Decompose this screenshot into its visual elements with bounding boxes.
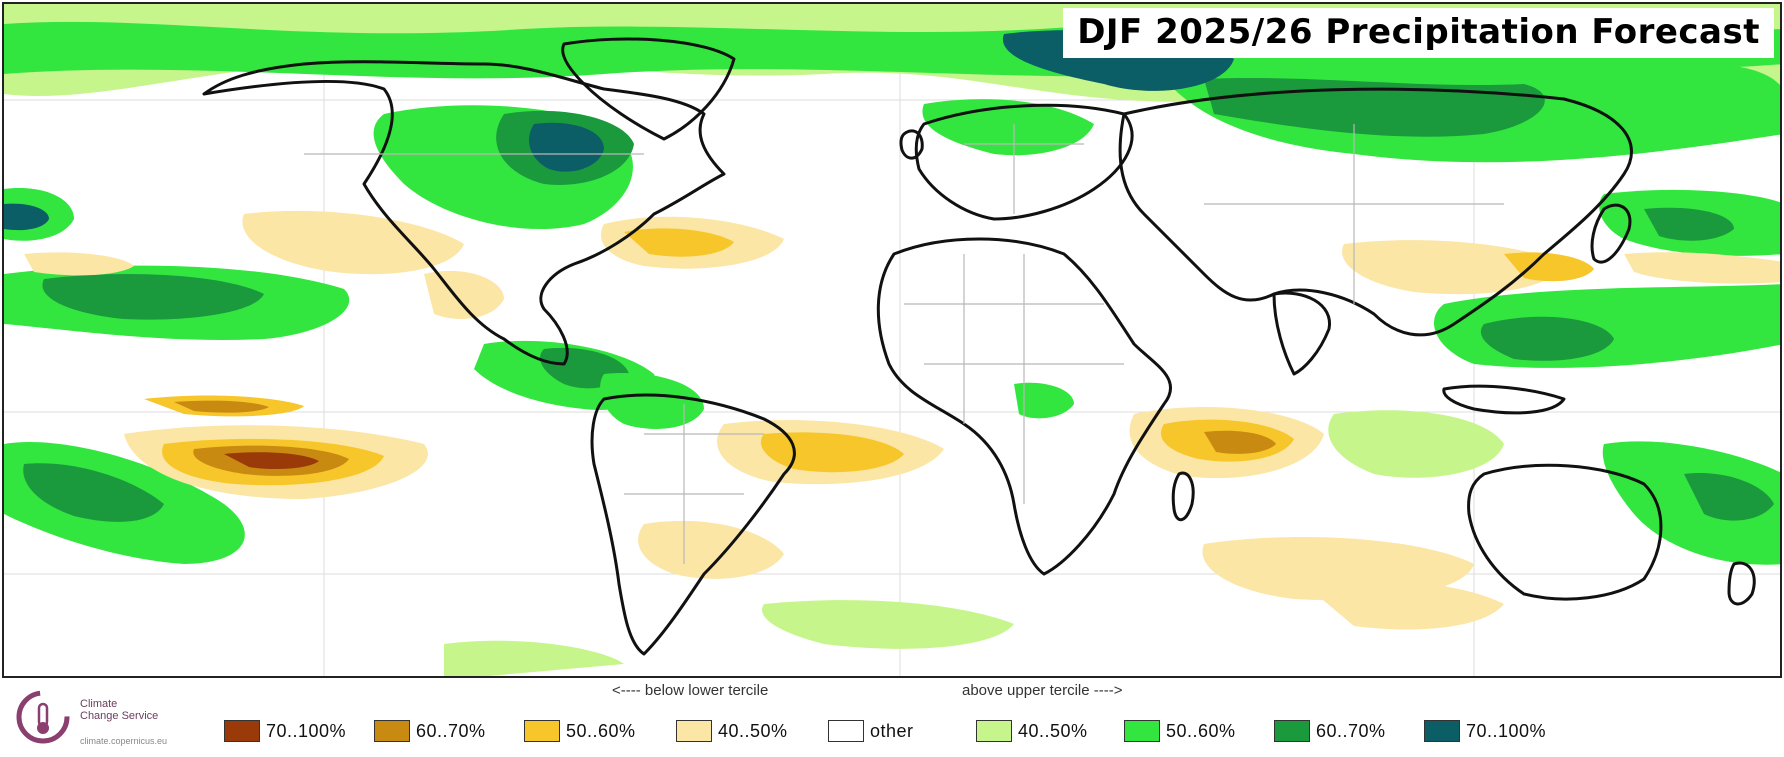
- legend-swatch: [1274, 720, 1310, 742]
- wet-south-pacific-dark: [23, 463, 164, 522]
- new-zealand-outline: [1727, 561, 1756, 606]
- legend-swatch: [1124, 720, 1160, 742]
- wet-southern-ocean-2: [444, 640, 624, 676]
- dry-gulf: [424, 270, 504, 319]
- wet-hudson-core: [529, 122, 604, 172]
- dry-indian-ocean-dark: [1204, 430, 1276, 454]
- above-tercile-label: above upper tercile ---->: [962, 682, 1123, 699]
- legend-label: 50..60%: [1166, 720, 1236, 741]
- wet-japan-sea-dark: [1644, 207, 1734, 241]
- legend-swatch: [524, 720, 560, 742]
- legend-swatch: [828, 720, 864, 742]
- legend-item: 50..60%: [1124, 718, 1236, 744]
- dry-north-pacific: [242, 210, 464, 275]
- dry-brazil-atlantic-mid: [760, 432, 904, 473]
- wet-central-africa: [1014, 382, 1074, 419]
- legend-label: 60..70%: [1316, 720, 1386, 741]
- precipitation-map-svg: [4, 4, 1780, 676]
- world-map: DJF 2025/26 Precipitation Forecast: [2, 2, 1782, 678]
- legend-item: 60..70%: [1274, 718, 1386, 744]
- dry-east-china-mid: [1504, 252, 1594, 282]
- below-tercile-areas: [24, 210, 1780, 630]
- europe-outline: [914, 103, 1134, 221]
- legend-footer: Climate Change Service climate.copernicu…: [0, 678, 1784, 757]
- dry-south-atlantic: [638, 520, 784, 579]
- wet-indian-ocean: [1328, 410, 1504, 478]
- logo-url: climate.copernicus.eu: [80, 736, 168, 746]
- madagascar-outline: [1171, 471, 1195, 522]
- below-tercile-label: <---- below lower tercile: [612, 682, 769, 699]
- dry-north-pacific-east: [1624, 252, 1780, 284]
- australia-outline: [1467, 463, 1663, 601]
- legend-item: 40..50%: [676, 718, 788, 744]
- map-title: DJF 2025/26 Precipitation Forecast: [1063, 8, 1774, 58]
- legend-swatch: [676, 720, 712, 742]
- legend-item: 50..60%: [524, 718, 636, 744]
- legend-item: other: [828, 718, 914, 744]
- greenland-outline: [561, 37, 736, 141]
- logo-name: Climate Change Service: [80, 698, 159, 722]
- legend-swatch: [374, 720, 410, 742]
- legend-swatch: [976, 720, 1012, 742]
- legend-item: 60..70%: [374, 718, 486, 744]
- dry-equatorial-pacific-dark: [174, 400, 269, 413]
- legend-item: 40..50%: [976, 718, 1088, 744]
- legend-swatch: [224, 720, 260, 742]
- wet-philippines-dark: [1480, 316, 1614, 361]
- legend-label: 40..50%: [718, 720, 788, 741]
- legend-label: 70..100%: [266, 720, 347, 741]
- wet-north-pacific-dark: [42, 274, 264, 320]
- japan-outline: [1590, 203, 1632, 264]
- south-america-outline: [590, 393, 796, 656]
- dry-pacific-north-central: [24, 252, 134, 276]
- indonesia-outline: [1442, 384, 1566, 415]
- wet-southern-ocean: [762, 600, 1014, 649]
- dry-australia-south: [1304, 580, 1504, 630]
- north-america-outline: [202, 60, 726, 366]
- legend-swatch: [1424, 720, 1460, 742]
- coastlines: [202, 37, 1756, 656]
- uk-outline: [899, 129, 924, 160]
- copernicus-logo: Climate Change Service climate.copernicu…: [14, 682, 204, 752]
- wet-coral-sea: [1602, 441, 1780, 565]
- legend-item: 70..100%: [1424, 718, 1546, 744]
- legend-label: 60..70%: [416, 720, 486, 741]
- wet-coral-sea-dark: [1684, 473, 1774, 521]
- country-borders: [304, 124, 1504, 564]
- wet-aleutian-dark: [4, 203, 49, 231]
- above-tercile-areas: [4, 4, 1780, 676]
- legend-label: 70..100%: [1466, 720, 1547, 741]
- africa-outline: [876, 237, 1172, 576]
- legend-item: 70..100%: [224, 718, 346, 744]
- legend-label: 40..50%: [1018, 720, 1088, 741]
- legend-label: other: [870, 720, 914, 741]
- thermometer-logo-icon: [16, 690, 70, 744]
- legend-label: 50..60%: [566, 720, 636, 741]
- asia-outline: [1118, 87, 1633, 337]
- wet-amazon: [600, 373, 704, 429]
- dry-central-pacific-core: [224, 452, 319, 469]
- india-outline: [1272, 291, 1331, 376]
- dry-east-atlantic-med: [624, 228, 734, 257]
